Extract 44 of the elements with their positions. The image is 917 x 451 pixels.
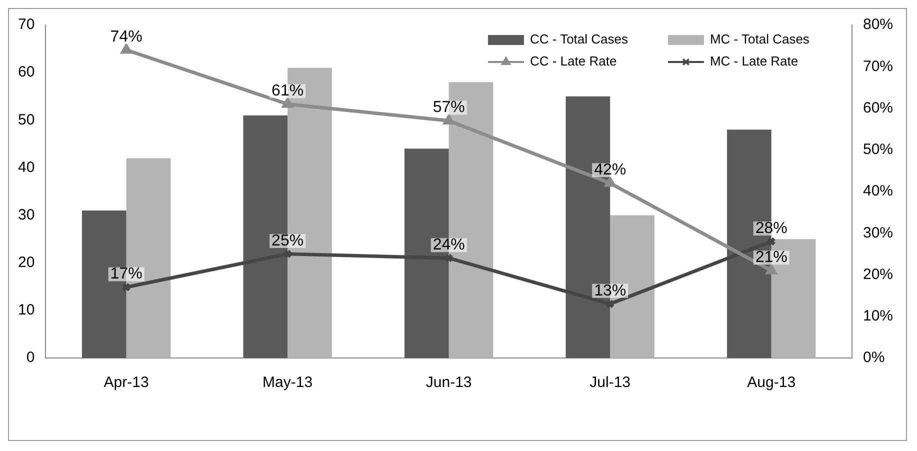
point (444, 114, 454, 124)
data-label: 13% (594, 282, 626, 300)
legend-label: CC - Total Cases (530, 32, 628, 47)
x-tick-label: Apr-13 (104, 374, 149, 392)
legend-label: CC - Late Rate (530, 54, 617, 69)
data-label: 24% (432, 236, 465, 254)
data-label: 17% (110, 266, 142, 283)
data-label: 57% (432, 99, 465, 116)
y-tick-label: 0 (26, 349, 35, 366)
x-tick-label: Aug-13 (747, 374, 796, 392)
y-tick-label: 40 (18, 158, 35, 176)
point (121, 44, 132, 54)
point (444, 254, 454, 263)
y-tick-label: 60 (18, 64, 35, 81)
x-tick-label: May-13 (262, 374, 313, 392)
y2-tick-label: 0% (862, 349, 885, 366)
y2-tick-label: 50% (862, 141, 894, 158)
point (766, 264, 777, 274)
y-tick-label: 10 (18, 302, 35, 319)
y2-tick-label: 80% (862, 16, 894, 34)
y2-tick-label: 10% (862, 308, 894, 325)
y2-tick-label: 40% (862, 182, 894, 200)
x-tick-label: Jul-13 (590, 374, 631, 392)
y-tick-label: 20 (18, 254, 35, 271)
point (282, 249, 292, 259)
y2-tick-label: 70% (862, 58, 894, 75)
data-label: 25% (272, 232, 304, 250)
data-label: 42% (594, 162, 626, 179)
x-tick-label: Jun-13 (426, 374, 472, 392)
data-label: 74% (110, 28, 142, 46)
data-label: 61% (272, 82, 304, 100)
y2-tick-label: 20% (862, 266, 894, 283)
point (604, 177, 616, 187)
legend-label: MC - Late Rate (710, 54, 798, 69)
y-tick-label: 50 (18, 111, 35, 128)
data-label: 21% (755, 248, 788, 266)
y-tick-label: 70 (18, 16, 35, 34)
point (606, 299, 615, 308)
y2-tick-label: 60% (862, 99, 894, 116)
y2-tick-label: 30% (862, 224, 894, 242)
data-label: 28% (755, 220, 788, 237)
y-tick-label: 30 (18, 206, 35, 224)
legend-label: MC - Total Cases (710, 32, 810, 47)
point (282, 98, 293, 108)
